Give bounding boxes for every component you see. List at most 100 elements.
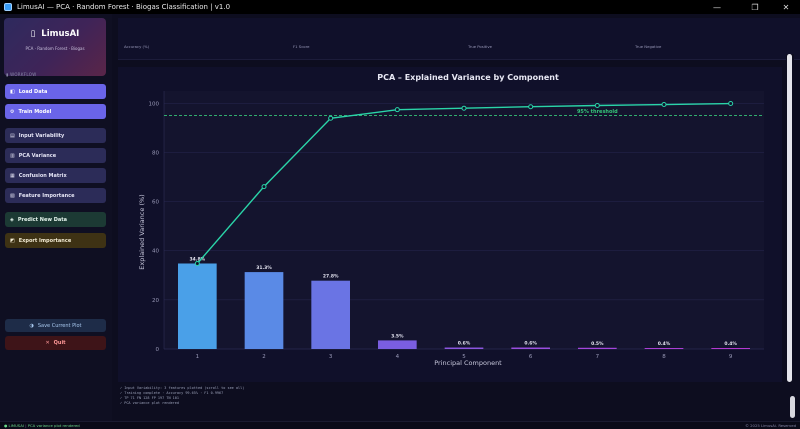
chart-panel: 34.8% 31.3% 27.8% 3.5% 0.6% 0.6% 0.5% 0.4% 0.4% …	[118, 67, 782, 382]
y-tick-labels: 0 20 40 60 80 100	[149, 101, 160, 353]
input-variability-label: Input Variability	[18, 132, 65, 139]
export-icon: ◩	[10, 237, 15, 244]
metric-true-positive-label: True Positive	[468, 44, 492, 49]
quit-button[interactable]: ✕ Quit	[5, 336, 106, 350]
brand-subtitle: PCA · Random Forest · Biogas	[25, 46, 85, 51]
pca-variance-button[interactable]: ▥ PCA Variance	[5, 148, 106, 163]
y-tick-label: 0	[156, 347, 160, 353]
save-icon: ◑	[29, 322, 34, 329]
app-icon	[4, 3, 12, 11]
x-tick-label: 1	[196, 354, 200, 360]
metric-f1-label: F1 Score	[293, 44, 310, 49]
quit-label: Quit	[53, 340, 66, 346]
y-tick-label: 20	[152, 298, 159, 304]
x-tick-labels: 1 2 3 4 5 6 7 8 9	[196, 354, 733, 360]
log-line: ✓ TP 71 FN 128 FP 197 TN 101	[120, 396, 180, 400]
workflow-section-label: ▮ WORKFLOW	[6, 72, 36, 77]
y-axis-label: Explained Variance (%)	[138, 194, 146, 269]
predict-new-data-button[interactable]: ◈ Predict New Data	[5, 212, 106, 227]
bar	[444, 347, 484, 349]
log-line: ✓ Input Variability: 3 features plotted …	[120, 386, 245, 390]
log-scrollbar-thumb[interactable]	[790, 396, 795, 418]
load-data-icon: ◧	[10, 88, 15, 95]
bar-value-label: 0.4%	[724, 341, 737, 347]
section-label-text: WORKFLOW	[10, 72, 37, 77]
x-tick-label: 2	[262, 354, 266, 360]
log-line: ✓ Training complete · Accuracy 99.65% · …	[120, 391, 224, 395]
x-tick-label: 7	[596, 354, 600, 360]
bar	[511, 347, 550, 349]
y-tick-label: 100	[149, 101, 160, 107]
bar-labels-group: 34.8% 31.3% 27.8% 3.5% 0.6% 0.6% 0.5% 0.4% 0.4%	[190, 256, 738, 347]
bar-value-label: 0.5%	[591, 341, 604, 347]
pca-variance-icon: ▥	[10, 152, 15, 159]
bar	[711, 348, 750, 349]
section-marker-icon: ▮	[6, 72, 11, 77]
feature-importance-label: Feature Importance	[18, 192, 75, 199]
y-tick-label: 40	[152, 249, 159, 255]
x-tick-label: 9	[729, 354, 733, 360]
activity-log: ✓ Input Variability: 3 features plotted …	[120, 386, 244, 406]
predict-icon: ◈	[10, 216, 14, 223]
bars-group	[178, 263, 750, 349]
chart-scrollbar[interactable]	[786, 54, 794, 382]
x-axis-label: Principal Component	[434, 359, 502, 367]
cumulative-line-group	[194, 101, 734, 266]
bar	[378, 340, 417, 349]
input-variability-icon: ▤	[10, 132, 15, 139]
cumulative-point	[528, 104, 534, 110]
confusion-matrix-icon: ▦	[10, 172, 15, 179]
metric-accuracy-label: Accuracy (%)	[124, 44, 150, 49]
predict-new-data-label: Predict New Data	[17, 216, 67, 223]
confusion-matrix-button[interactable]: ▦ Confusion Matrix	[5, 168, 106, 183]
close-icon: ✕	[45, 340, 50, 346]
cumulative-point	[661, 102, 667, 108]
close-button[interactable]: ✕	[782, 2, 790, 12]
feature-importance-icon: ▧	[10, 192, 15, 199]
cumulative-point	[328, 115, 334, 121]
train-model-label: Train Model	[18, 108, 52, 115]
main-area: Accuracy (%) F1 Score True Positive True…	[112, 14, 800, 421]
bar	[644, 348, 684, 349]
status-indicator: ● LIMUSAI	[4, 423, 25, 428]
x-tick-label: 6	[529, 354, 533, 360]
gear-icon: ⚙	[10, 108, 15, 115]
threshold-group: 95% threshold	[164, 109, 764, 116]
load-data-button[interactable]: ◧ Load Data	[5, 84, 106, 99]
minimize-button[interactable]: —	[713, 2, 721, 12]
threshold-label: 95% threshold	[577, 109, 618, 115]
status-left: ● LIMUSAI | PCA variance plot rendered	[4, 423, 80, 428]
bar	[178, 263, 217, 349]
save-current-plot-button[interactable]: ◑ Save Current Plot	[5, 319, 106, 332]
cumulative-point	[728, 101, 734, 107]
bar-value-label: 0.4%	[658, 341, 671, 347]
input-variability-button[interactable]: ▤ Input Variability	[5, 128, 106, 143]
copyright-text: © 2025 LimusAi. Reserved	[745, 423, 796, 428]
train-model-button[interactable]: ⚙ Train Model	[5, 104, 106, 119]
x-tick-label: 3	[329, 354, 333, 360]
window-title: LimusAI — PCA · Random Forest · Biogas C…	[17, 3, 231, 11]
confusion-matrix-label: Confusion Matrix	[18, 172, 67, 179]
bar-value-label: 3.5%	[391, 333, 404, 339]
bar	[578, 347, 617, 349]
cumulative-point	[461, 105, 467, 111]
bar	[244, 272, 284, 349]
pca-variance-chart: 34.8%31.3%27.8%3.5%0.6% 0.6% 0.5% 0.4% 0.4% …	[118, 67, 782, 382]
save-current-plot-label: Save Current Plot	[37, 322, 82, 329]
y-tick-label: 80	[152, 150, 159, 156]
cumulative-point	[194, 260, 200, 266]
cumulative-point	[394, 107, 400, 113]
sidebar: ▯ LimusAI PCA · Random Forest · Biogas ▮…	[0, 14, 112, 421]
pca-variance-label: PCA Variance	[18, 152, 57, 159]
status-bar: ● LIMUSAI | PCA variance plot rendered ©…	[0, 421, 800, 429]
load-data-label: Load Data	[18, 88, 48, 95]
metrics-bar: Accuracy (%) F1 Score True Positive True…	[118, 18, 800, 60]
chart-scrollbar-thumb[interactable]	[787, 54, 792, 382]
x-tick-label: 4	[396, 354, 400, 360]
brand-card: ▯ LimusAI PCA · Random Forest · Biogas	[4, 18, 106, 76]
export-importance-button[interactable]: ◩ Export Importance	[5, 233, 106, 248]
bar-value-label: 0.6%	[524, 341, 537, 347]
status-message: PCA variance plot rendered	[27, 423, 80, 428]
maximize-button[interactable]: ❐	[751, 2, 759, 12]
feature-importance-button[interactable]: ▧ Feature Importance	[5, 188, 106, 203]
